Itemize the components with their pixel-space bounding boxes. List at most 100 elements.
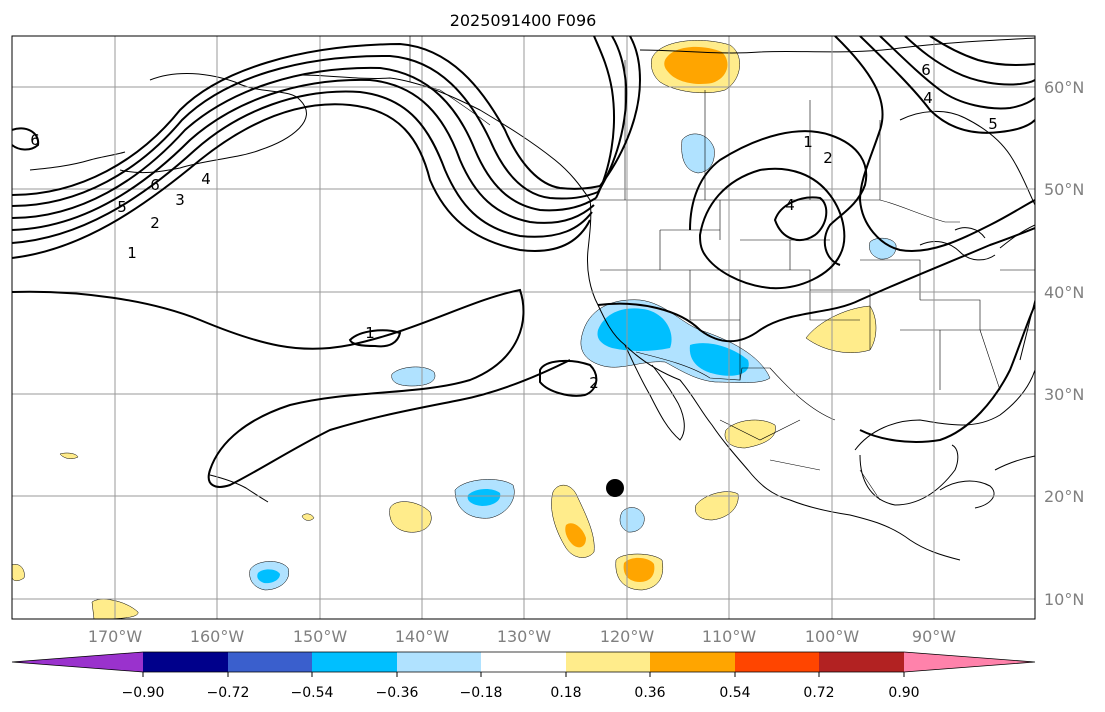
border-alaska (409, 36, 491, 126)
pos-fill-mexico-north (724, 419, 776, 449)
hawaii (209, 474, 269, 503)
colorbar-tick-label: −0.54 (291, 685, 334, 701)
contour-east-trough-2 (859, 36, 1035, 134)
colorbar-segment (819, 652, 904, 672)
contour-west-ridge-2 (597, 36, 628, 193)
pos-fill-pacific-south-core (623, 557, 655, 582)
contour-label: 3 (175, 191, 185, 209)
contour-label: 2 (150, 214, 160, 232)
map-frame (11, 35, 1036, 620)
lon-label: 110°W (702, 627, 757, 646)
colorbar-segment (650, 652, 735, 672)
contour-low-center (698, 167, 846, 290)
storm-center-marker (606, 479, 624, 497)
contour-2-subtropical (12, 288, 571, 488)
map-title: 2025091400 F096 (450, 11, 597, 30)
contour-label: 6 (921, 61, 931, 79)
canada-provinces (624, 60, 881, 200)
contour-label: 1 (127, 244, 137, 262)
colorbar-tick-label: −0.18 (460, 685, 503, 701)
pos-fill-alaska-core (664, 46, 728, 84)
neg-fill-mexico-coast (619, 507, 645, 533)
pos-fill-west-ocean (389, 501, 432, 533)
west-coast (587, 199, 961, 561)
contour-6-west (12, 42, 601, 196)
pos-fill-small-1 (59, 452, 79, 459)
neg-fill-arizona-core (689, 343, 749, 376)
lon-label: 160°W (190, 627, 245, 646)
contour-west-ridge-3 (593, 36, 615, 199)
neg-fill-great-plains (869, 237, 897, 260)
contour-east-trough-5 (929, 36, 1035, 66)
colorbar-tick-labels: −0.90 −0.72 −0.54 −0.36 −0.18 0.18 0.36 … (122, 685, 920, 701)
political-borders (409, 36, 1035, 501)
pos-fill-mexico-south (695, 491, 739, 521)
neg-fill-canada (681, 133, 715, 174)
pos-fill-small-2 (301, 513, 315, 521)
contour-label: 5 (117, 198, 127, 216)
contour-labels: 6 5 2 3 4 1 1 2 6 4 5 1 2 4 6 (30, 61, 998, 392)
colorbar (11, 651, 1036, 677)
pos-fill-west-edge (12, 564, 25, 581)
lat-label: 50°N (1044, 180, 1084, 199)
contour-2-ridge (689, 130, 868, 266)
colorbar-tick-label: 0.54 (719, 685, 750, 701)
contour-6-small (12, 127, 40, 151)
lat-label: 10°N (1044, 590, 1084, 609)
lat-label: 20°N (1044, 487, 1084, 506)
colorbar-tick-label: 0.90 (888, 685, 919, 701)
contour-3-west (12, 78, 595, 231)
colorbar-tick-label: 0.72 (803, 685, 834, 701)
contour-2-low (539, 359, 598, 397)
colorbar-segment (143, 652, 228, 672)
cuba (994, 455, 1035, 471)
colorbar-tick-label: 0.36 (634, 685, 665, 701)
contour-label: 6 (30, 131, 40, 149)
contour-1-west (12, 103, 591, 259)
contour-east-trough-3 (879, 36, 1035, 110)
contour-label: 6 (150, 176, 160, 194)
lat-label: 30°N (1044, 385, 1084, 404)
alaska-coast (119, 73, 591, 201)
lon-label: 100°W (805, 627, 860, 646)
lon-label: 120°W (600, 627, 655, 646)
map-area: 6 5 2 3 4 1 1 2 6 4 5 1 2 4 6 (12, 36, 1035, 619)
colorbar-segment (312, 652, 397, 672)
contour-low-inner (773, 196, 828, 241)
colorbar-tick-label: 0.18 (550, 685, 581, 701)
contour-label: 4 (923, 89, 933, 107)
colorbar-segment (566, 652, 650, 672)
contour-2-west (12, 90, 593, 244)
colorbar-tick-label: −0.72 (207, 685, 250, 701)
lon-label: 130°W (497, 627, 552, 646)
great-lakes (919, 227, 996, 261)
colorbar-tick-label: −0.36 (376, 685, 419, 701)
contour-label: 1 (365, 324, 375, 342)
aleutians (29, 151, 126, 171)
colorbar-segment (12, 652, 143, 672)
neg-fill-hawaii-east-core (467, 489, 501, 506)
contour-4-west (12, 66, 597, 219)
yucatan (939, 480, 995, 509)
lat-label: 40°N (1044, 283, 1084, 302)
contour-label: 4 (201, 170, 211, 188)
anomaly-fills (12, 40, 897, 619)
latitude-labels: 60°N 50°N 40°N 30°N 20°N 10°N (1044, 78, 1084, 609)
state-lines (600, 200, 1035, 391)
contour-label: 2 (823, 149, 833, 167)
gulf-coast (854, 369, 1035, 506)
contour-label: 2 (589, 374, 599, 392)
contour-east-trough-4 (904, 36, 1035, 86)
border-canada-us (590, 199, 960, 223)
lon-label: 150°W (293, 627, 348, 646)
contour-5-west (12, 54, 599, 207)
colorbar-tick-label: −0.90 (122, 685, 165, 701)
colorbar-segment (397, 652, 481, 672)
pos-fill-pacific-band-core (565, 523, 586, 548)
contour-east-trough-1 (834, 36, 1035, 252)
contour-west-ridge (599, 36, 642, 187)
contour-lines (12, 36, 1035, 488)
lat-label: 60°N (1044, 78, 1084, 97)
neg-fill-south-ocean-core (257, 569, 280, 584)
